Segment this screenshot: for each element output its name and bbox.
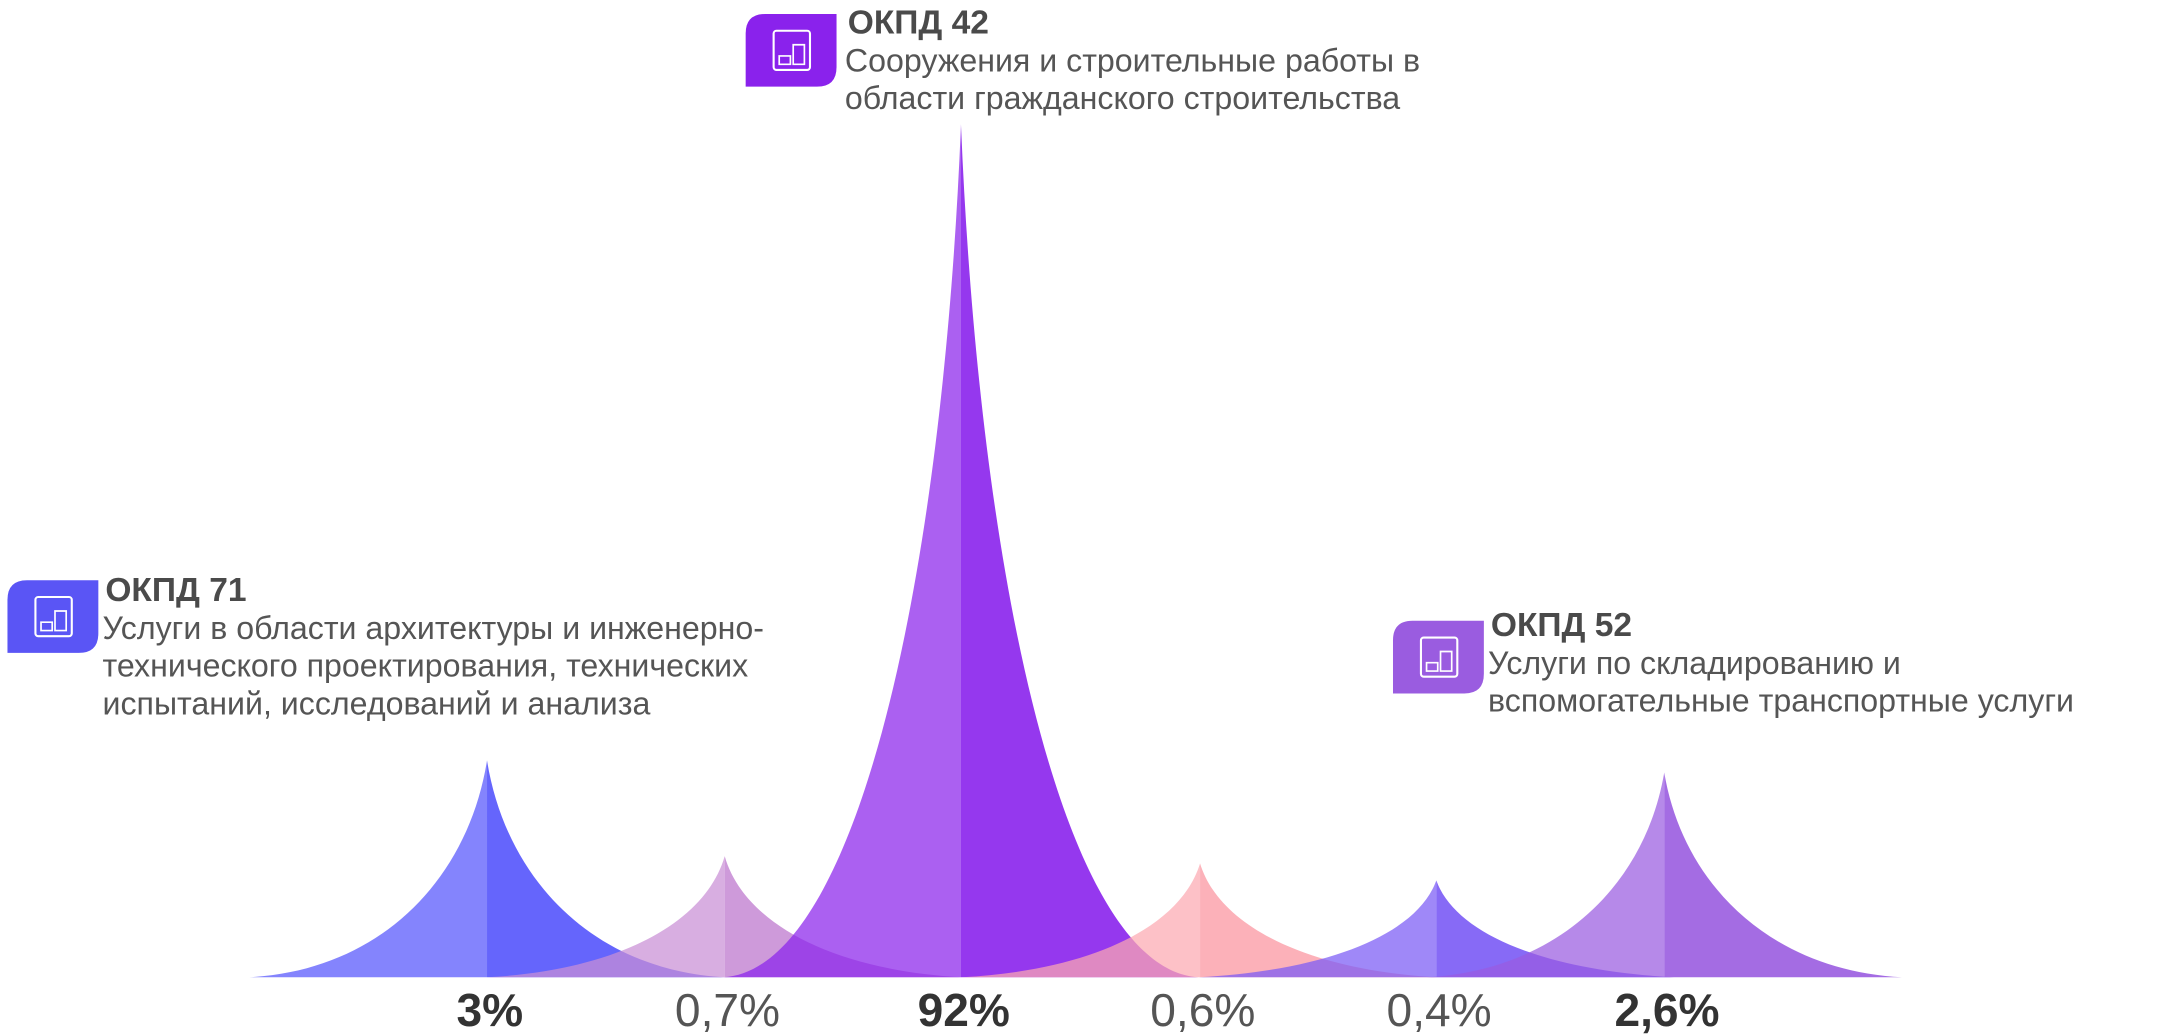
peak-left [723,124,961,978]
annotation-code: ОКПД 71 [105,572,246,609]
value-label: 3% [456,984,523,1036]
icon-glyph [778,43,806,66]
icon-glyph [772,29,812,71]
peak-left [1198,880,1437,978]
icon-glyph [1419,636,1459,678]
peak-right [1664,772,1902,978]
icon-bg [1392,620,1484,694]
annotation-line: испытаний, исследований и анализа [103,685,651,721]
labels: 3% 0,7% 92% 0,6% 0,4% 2,6% [456,984,1719,1036]
peak-right [1200,863,1438,978]
annotation-code: ОКПД 52 [1491,607,1632,644]
icon-glyph [1425,650,1453,672]
annotation-line: Услуги в области архитектуры и инженерно… [103,610,764,646]
value-label: 0,6% [1150,984,1255,1036]
peak-left [962,863,1201,978]
value-label: 2,6% [1614,984,1719,1036]
peak-right [487,760,725,978]
peak-left [487,856,725,978]
value-label: 92% [918,984,1010,1036]
peak-right [1436,880,1675,978]
value-label: 0,7% [675,984,780,1036]
annotation-line: Сооружения и строительные работы в [845,42,1420,78]
peak-right [960,124,1199,978]
annotation-code: ОКПД 42 [848,5,989,42]
icon-glyph [34,595,73,638]
icon-bg [7,580,99,653]
annotation-line: технического проектирования, технических [103,648,749,684]
annotation-line: Услуги по складированию и [1488,645,1901,681]
annotation-line: вспомогательные транспортные услуги [1488,683,2074,719]
peaks [249,124,1902,978]
icon-bg [745,13,837,87]
annotation-line: области гражданского строительства [845,80,1400,116]
icon-glyph [40,610,68,632]
value-label: 0,4% [1387,984,1492,1036]
peak-left [1426,772,1665,978]
peak-left [249,760,488,978]
